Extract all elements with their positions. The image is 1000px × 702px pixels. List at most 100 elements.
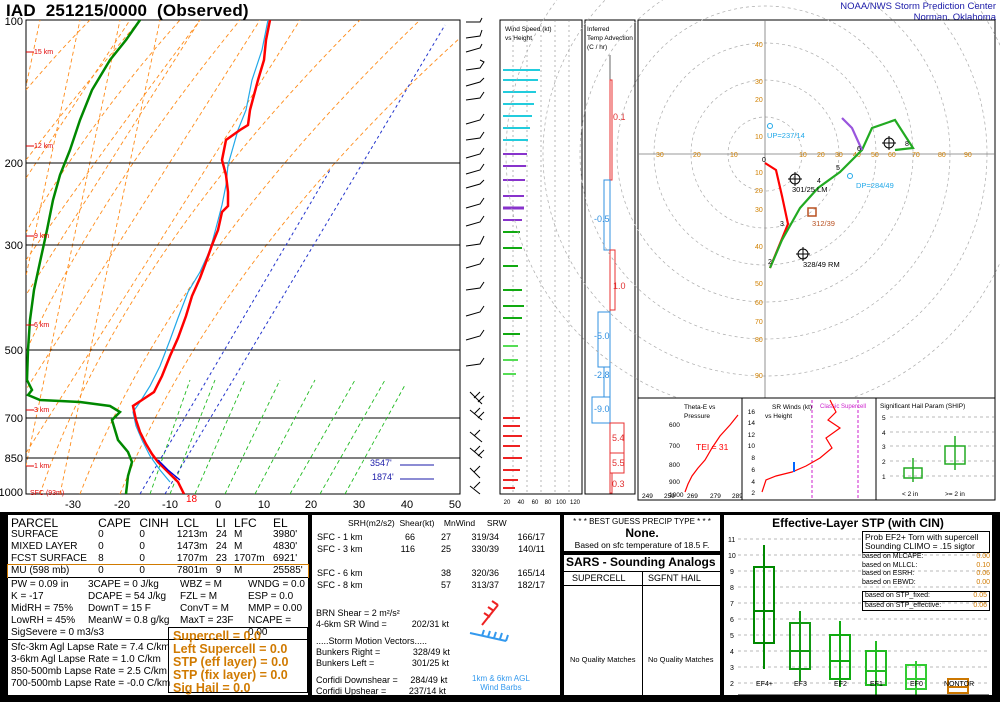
svg-text:0.3: 0.3 <box>612 479 625 489</box>
ph6: EL <box>272 516 288 530</box>
windspeed-axis: 20 40 60 80 100 120 <box>504 500 581 506</box>
svg-text:40: 40 <box>401 499 413 511</box>
svg-text:UP=237/14: UP=237/14 <box>767 131 805 140</box>
kin-row: SFC - 3 km 116 25 330/39 140/11 <box>317 544 545 554</box>
svg-text:3547': 3547' <box>370 458 392 468</box>
svg-text:700: 700 <box>669 443 680 450</box>
srwinds-trace <box>761 399 842 493</box>
svg-text:60: 60 <box>755 300 763 307</box>
svg-text:-5.0: -5.0 <box>594 331 610 341</box>
svg-text:5: 5 <box>836 165 840 172</box>
svg-text:100: 100 <box>556 500 567 506</box>
tadv-bars <box>591 79 625 494</box>
ship-axis: 5 4 3 2 1 < 2 in >= 2 in <box>882 415 965 498</box>
svg-text:-10: -10 <box>162 499 178 511</box>
tadv-units: (C / hr) <box>587 44 607 51</box>
svg-text:5.5: 5.5 <box>612 458 625 468</box>
svg-text:10: 10 <box>748 443 756 450</box>
parcel-row: SURFACE 0 0 1213m 24 M 3980' <box>11 529 298 540</box>
indices-col1: PW = 0.09 in K = -17 MidRH = 75% LowRH =… <box>11 579 105 638</box>
svg-text:0: 0 <box>215 499 221 511</box>
windspeed-bars <box>503 69 540 489</box>
svg-text:-30: -30 <box>65 499 81 511</box>
svg-text:3: 3 <box>730 665 734 672</box>
theta-axis: 600 700 800 900 1000 249 259 269 279 289 <box>642 422 743 500</box>
svg-text:328/49 RM: 328/49 RM <box>803 260 840 269</box>
srwinds-subtitle: vs Height <box>765 413 792 420</box>
svg-text:30: 30 <box>755 79 763 86</box>
svg-text:10: 10 <box>755 170 763 177</box>
ph0: PARCEL <box>11 516 59 530</box>
ship-title: Significant Hail Param (SHIP) <box>880 403 965 410</box>
svg-text:0.1: 0.1 <box>613 112 626 122</box>
svg-text:3 km: 3 km <box>34 407 49 414</box>
parcel-table: PARCEL CAPE CINH LCL LI LFC EL SURFACE 0 0… <box>7 516 309 578</box>
svg-text:312/39: 312/39 <box>812 219 835 228</box>
stp-based-list: based on MLCAPE: 0.00 based on MLLCL: 0.10… <box>862 553 990 611</box>
parcel-cell: PARCEL CAPE CINH LCL LI LFC EL SURFACE 0 0… <box>7 515 309 695</box>
svg-text:4: 4 <box>817 178 821 185</box>
p500: 500 <box>5 345 23 357</box>
stp-chart: 11 10 9 8 7 6 5 4 3 2 <box>728 537 989 695</box>
p100: 100 <box>5 16 23 28</box>
skewt-wind-annot: 3547' 1874' <box>370 458 434 482</box>
svg-text:10: 10 <box>258 499 270 511</box>
svg-text:800: 800 <box>669 462 680 469</box>
svg-text:8: 8 <box>730 585 734 592</box>
srwinds-title: SR Winds (kt) <box>772 404 812 411</box>
pressure-axis: 100 200 300 500 700 850 1000 <box>0 16 23 499</box>
svg-text:20: 20 <box>693 152 701 159</box>
windspeed-subtitle: vs Height <box>505 35 532 42</box>
svg-text:70: 70 <box>912 152 920 159</box>
svg-text:40: 40 <box>518 500 525 506</box>
svg-text:60: 60 <box>532 500 539 506</box>
ph5: LFC <box>234 516 257 530</box>
svg-text:10: 10 <box>799 152 807 159</box>
ship-panel <box>875 397 996 501</box>
p200: 200 <box>5 158 23 170</box>
svg-text:1 km: 1 km <box>34 463 49 470</box>
barb-icon <box>469 600 509 642</box>
svg-text:3: 3 <box>780 221 784 228</box>
org-label: NOAA/NWS Storm Prediction Center Norman,… <box>840 1 996 23</box>
svg-text:3: 3 <box>882 444 886 451</box>
svg-text:12 km: 12 km <box>34 143 53 150</box>
svg-text:50: 50 <box>871 152 879 159</box>
svg-text:6 km: 6 km <box>34 322 49 329</box>
svg-text:12: 12 <box>748 432 756 439</box>
svg-text:-2.8: -2.8 <box>594 370 610 380</box>
hodo-markers: UP=237/14 DP=284/49 301/25 LM 328/49 RM … <box>767 123 896 269</box>
svg-text:80: 80 <box>938 152 946 159</box>
svg-text:15 km: 15 km <box>34 49 53 56</box>
svg-text:301/25 LM: 301/25 LM <box>792 185 827 194</box>
svg-text:50: 50 <box>755 281 763 288</box>
kin-row: SFC - 8 km 57 313/37 182/17 <box>317 580 545 590</box>
svg-text:16: 16 <box>748 409 756 416</box>
svg-text:DP=284/49: DP=284/49 <box>856 181 894 190</box>
stp-boxes <box>753 545 969 695</box>
svg-text:80: 80 <box>545 500 552 506</box>
kin-row: SFC - 6 km 38 320/36 165/14 <box>317 568 545 578</box>
wind-barb-column <box>465 17 485 495</box>
svg-text:6: 6 <box>751 467 755 474</box>
precip-cell: * * * BEST GUESS PRECIP TYPE * * * None.… <box>564 515 720 551</box>
indices-col3: WBZ = M FZL = M ConvT = M MaxT = 23F <box>180 579 234 626</box>
hodo-trace <box>764 117 915 269</box>
ph3: LCL <box>176 516 199 530</box>
theta-trace <box>684 414 739 493</box>
svg-text:80: 80 <box>755 337 763 344</box>
stp-title: Effective-Layer STP (with CIN) <box>772 516 944 530</box>
kinematics-cell: SRH(m2/s2) Shear(kt) MnWind SRW SFC - 1 … <box>312 515 560 696</box>
svg-text:6: 6 <box>730 617 734 624</box>
svg-text:11: 11 <box>728 537 735 544</box>
svg-text:4: 4 <box>882 430 886 437</box>
sounding-graphics: 100 200 300 500 700 850 1000 15 km 12 km… <box>0 0 1000 511</box>
sars-cell: SARS - Sounding Analogs SUPERCELL SGFNT … <box>564 555 720 695</box>
ph4: LI <box>215 516 226 530</box>
svg-text:70: 70 <box>755 319 763 326</box>
svg-text:40: 40 <box>755 244 763 251</box>
svg-text:4: 4 <box>751 479 755 486</box>
ship-boxes <box>903 436 966 482</box>
svg-text:120: 120 <box>570 500 581 506</box>
ph1: CAPE <box>98 516 131 530</box>
